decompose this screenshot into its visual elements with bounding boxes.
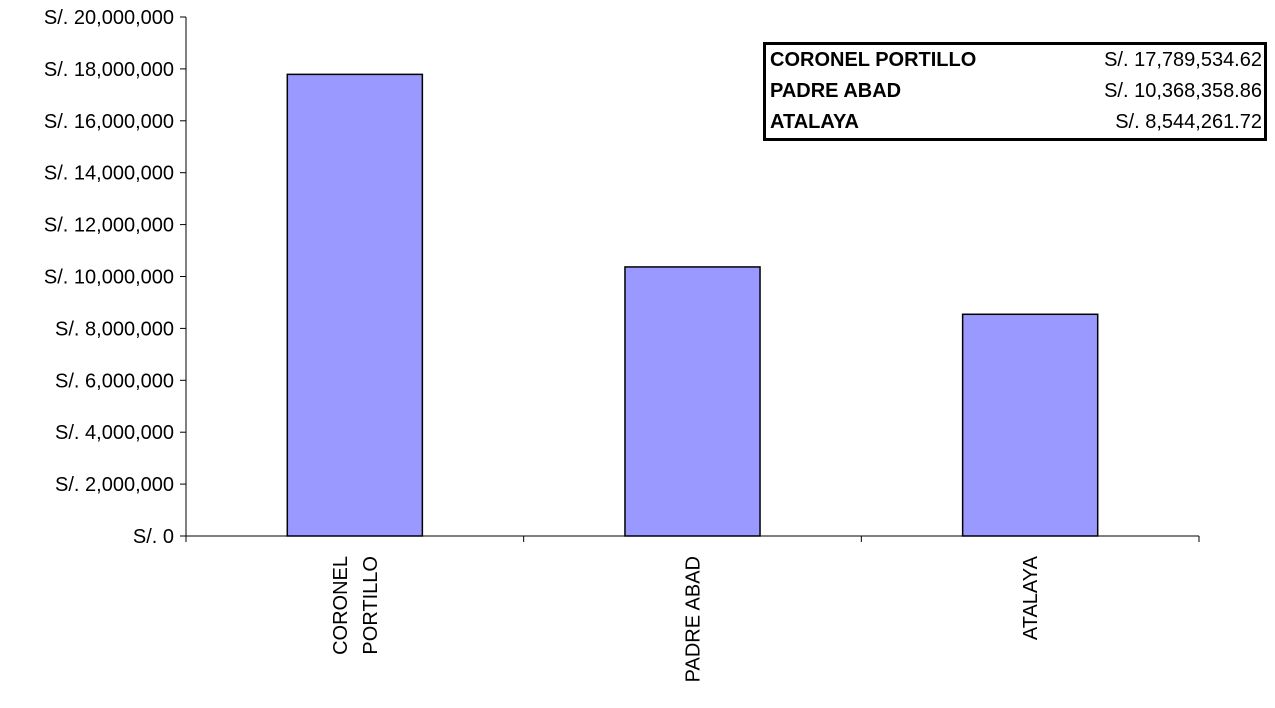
table-row-value: S/. 17,789,534.62 — [1104, 49, 1262, 71]
x-tick-label: PADRE ABAD — [683, 556, 705, 682]
table-row-label: ATALAYA — [770, 111, 859, 133]
x-tick-label-line: PORTILLO — [360, 556, 382, 655]
x-tick-label-line: PADRE ABAD — [683, 556, 705, 682]
y-tick-label: S/. 4,000,000 — [55, 422, 174, 444]
table-row-label: CORONEL PORTILLO — [770, 49, 977, 71]
table-row-value: S/. 10,368,358.86 — [1104, 80, 1262, 102]
y-axis-ticks: S/. 0 S/. 2,000,000 S/. 4,000,000 S/. 6,000… — [44, 7, 186, 548]
axes — [185, 17, 1200, 542]
y-tick-label: S/. 0 — [133, 526, 174, 548]
y-tick-label: S/. 12,000,000 — [44, 215, 174, 237]
value-data-table: CORONEL PORTILLO S/. 17,789,534.62 PADRE… — [763, 42, 1267, 141]
x-tick-label-line: CORONEL — [330, 556, 352, 655]
x-tick-label-line: ATALAYA — [1020, 555, 1042, 640]
y-tick-label: S/. 6,000,000 — [55, 370, 174, 392]
x-tick-label: CORONEL PORTILLO — [330, 556, 382, 655]
y-tick-label: S/. 10,000,000 — [44, 267, 174, 289]
bar — [961, 313, 1099, 537]
bars — [286, 73, 1099, 537]
table-row: PADRE ABAD S/. 10,368,358.86 — [765, 76, 1266, 107]
table-row: CORONEL PORTILLO S/. 17,789,534.62 — [765, 44, 1266, 77]
bar — [286, 73, 424, 537]
y-tick-label: S/. 8,000,000 — [55, 318, 174, 340]
y-tick-label: S/. 14,000,000 — [44, 163, 174, 185]
x-tick-label: ATALAYA — [1020, 555, 1042, 640]
table-row: ATALAYA S/. 8,544,261.72 — [765, 107, 1266, 140]
y-tick-label: S/. 20,000,000 — [44, 7, 174, 29]
bar — [624, 266, 761, 537]
y-tick-label: S/. 18,000,000 — [44, 59, 174, 81]
table-row-value: S/. 8,544,261.72 — [1115, 111, 1262, 133]
table-row-label: PADRE ABAD — [770, 80, 902, 102]
y-tick-label: S/. 2,000,000 — [55, 474, 174, 496]
y-tick-label: S/. 16,000,000 — [44, 111, 174, 133]
x-tick-labels: CORONEL PORTILLO PADRE ABAD ATALAYA — [330, 555, 1042, 682]
